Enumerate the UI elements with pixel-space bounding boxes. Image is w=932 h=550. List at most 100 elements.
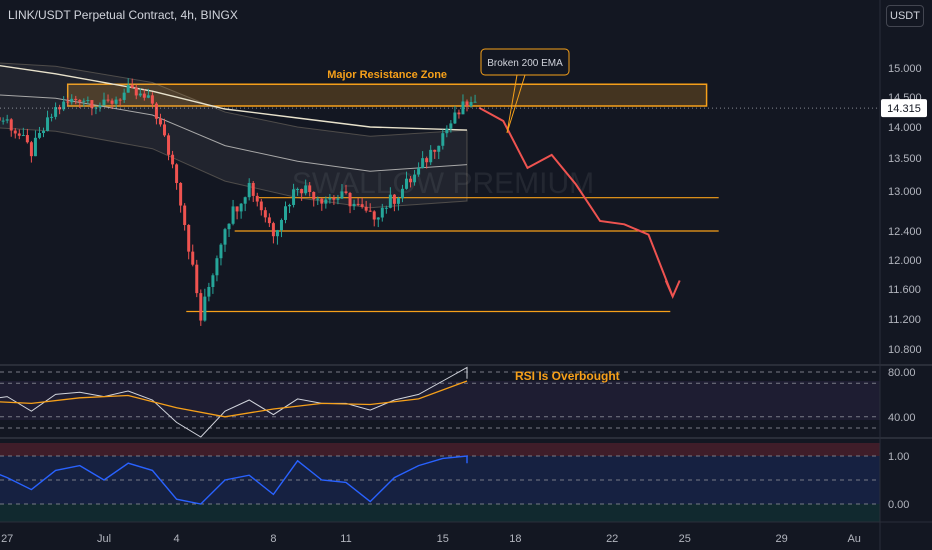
current-price-tag [881, 99, 927, 118]
candle [13, 130, 17, 134]
candle [364, 206, 368, 211]
time-tick-label: Jul [97, 533, 111, 545]
rsi-pane[interactable]: RSI Is Overbought [0, 366, 880, 438]
bollinger-band [0, 62, 468, 209]
price-tick-label: 13.500 [888, 153, 922, 165]
projection-arrow-head [664, 280, 681, 299]
candle [227, 223, 231, 230]
candle [344, 191, 348, 194]
candle [118, 99, 122, 101]
candle [231, 206, 235, 224]
current-price-label: 14.315 [887, 103, 921, 115]
candle [453, 112, 457, 124]
candle [255, 195, 259, 202]
candle [114, 99, 118, 104]
candle [445, 128, 449, 134]
rsi-tick-label: 40.00 [888, 412, 916, 424]
candle [122, 92, 126, 100]
candle [126, 85, 130, 93]
candle [251, 182, 255, 196]
candle [86, 100, 90, 102]
candle [37, 133, 41, 138]
candle [1, 120, 5, 122]
candle [46, 117, 50, 131]
candle [42, 130, 45, 134]
candle [320, 198, 324, 204]
candle [400, 188, 404, 199]
candle [469, 102, 473, 107]
candle [134, 87, 138, 96]
candle [98, 105, 102, 108]
candle [215, 258, 219, 276]
candle [74, 98, 78, 101]
candle [146, 95, 150, 98]
price-pane[interactable]: Major Resistance Zone Broken 200 EMA [0, 48, 719, 326]
candle [441, 133, 445, 146]
candle [0, 117, 1, 121]
candle [409, 178, 413, 183]
candle [461, 101, 465, 115]
candle [106, 99, 110, 101]
price-tick-label: 11.600 [888, 284, 921, 296]
candle [191, 251, 195, 265]
candle [376, 217, 380, 220]
candle [94, 107, 98, 109]
candle [54, 107, 58, 117]
time-tick-label: 8 [270, 533, 276, 545]
candle [247, 182, 251, 198]
candle [21, 135, 25, 137]
candle [9, 119, 13, 131]
time-tick-label: 4 [174, 533, 180, 545]
candle [211, 275, 215, 287]
oscillator-pane[interactable] [0, 455, 880, 505]
candle [316, 198, 320, 200]
candle [328, 197, 332, 200]
candle [223, 229, 227, 245]
projection-path [478, 106, 674, 297]
candle [5, 119, 9, 121]
candle [396, 198, 400, 204]
chart-title: LINK/USDT Perpetual Contract, 4h, BINGX [8, 8, 238, 22]
candle [235, 206, 239, 212]
resistance-zone [66, 83, 708, 107]
candle [405, 178, 408, 189]
candle [110, 100, 114, 104]
oscillator-overbought-band [0, 443, 880, 456]
candle [33, 137, 37, 157]
candle [154, 103, 158, 119]
candle [288, 204, 292, 207]
candle [324, 199, 328, 204]
candle [380, 207, 384, 218]
rsi-line [0, 366, 468, 438]
candle [171, 154, 175, 165]
rsi-tick-label: 80.00 [888, 367, 916, 379]
time-tick-label: 25 [679, 533, 691, 545]
moving-average-line [0, 94, 468, 172]
candle [142, 93, 146, 98]
candle [437, 145, 441, 152]
candle [413, 174, 417, 183]
ema-callout-text: Broken 200 EMA [487, 58, 563, 69]
candle [163, 124, 166, 136]
candle [296, 188, 300, 190]
candle [138, 93, 142, 96]
axes: 15.00014.50014.00013.50013.00012.40012.0… [0, 63, 932, 545]
candle [279, 219, 283, 231]
candle [50, 116, 54, 118]
price-tick-label: 12.000 [888, 255, 922, 267]
candle [167, 135, 171, 155]
rsi-overbought-label: RSI Is Overbought [515, 369, 620, 383]
candle [304, 185, 308, 194]
candle [175, 164, 179, 183]
time-tick-label: 11 [340, 533, 351, 545]
time-tick-label: 27 [1, 533, 13, 545]
oscillator-oversold-band [0, 504, 880, 522]
resistance-zone-label: Major Resistance Zone [327, 69, 447, 81]
currency-button[interactable]: USDT [886, 5, 924, 27]
candle [417, 168, 421, 175]
candle [392, 194, 396, 204]
candle [271, 223, 275, 237]
candle [219, 244, 223, 259]
candle [340, 191, 344, 199]
